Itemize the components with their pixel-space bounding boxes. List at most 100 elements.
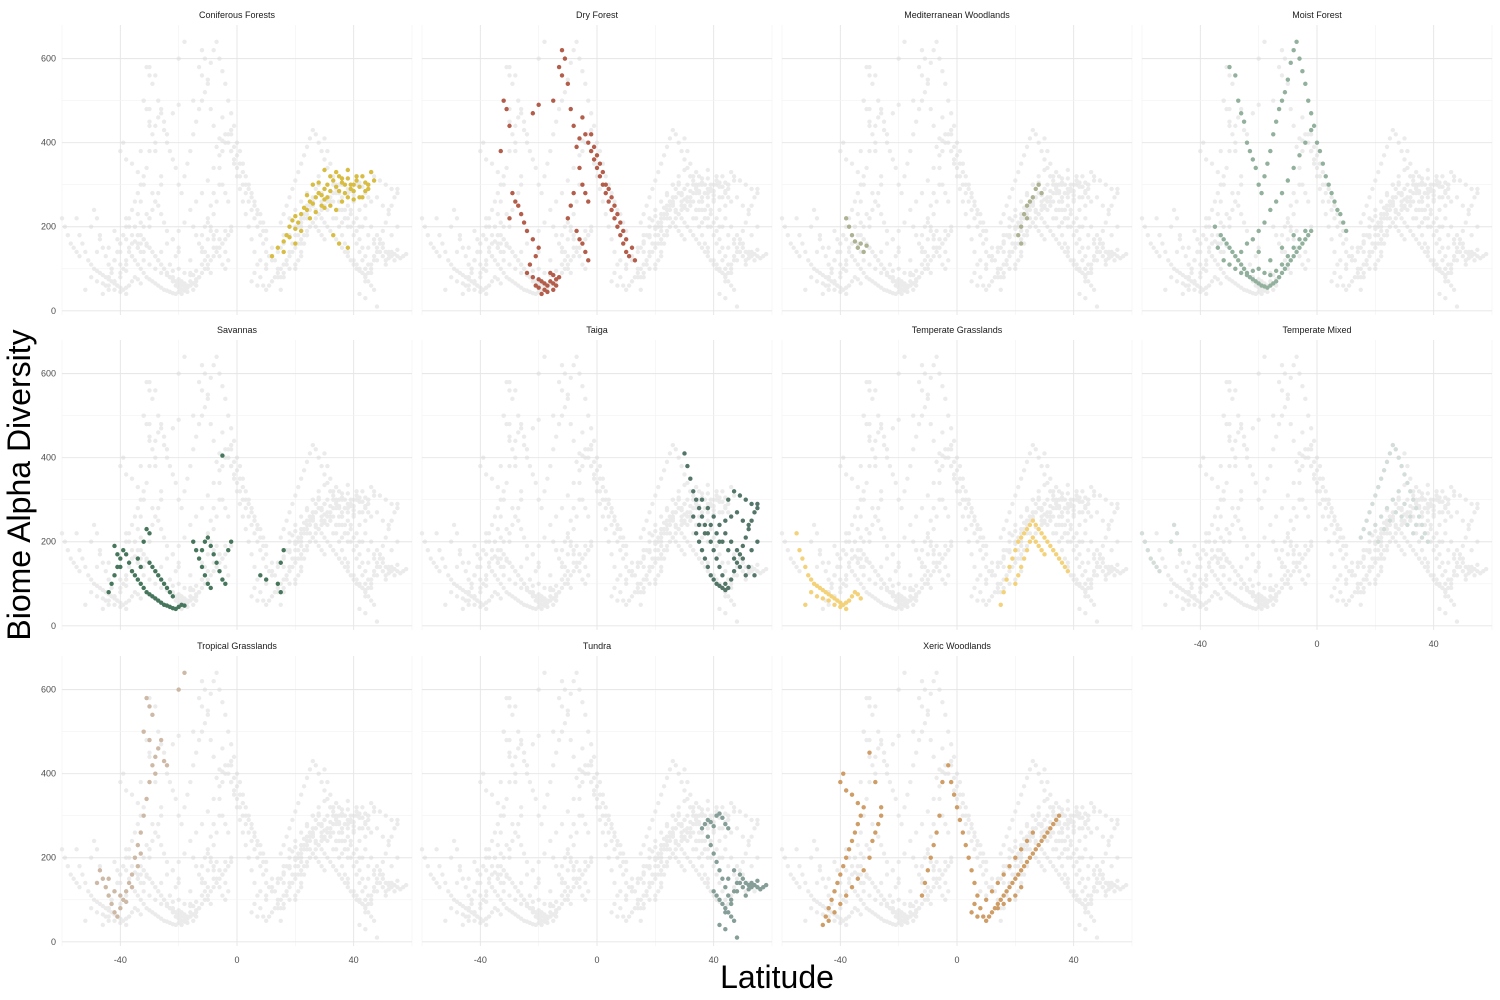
- data-point: [1024, 216, 1030, 221]
- background-point: [861, 237, 866, 242]
- background-point: [708, 526, 713, 532]
- background-point: [466, 274, 471, 280]
- background-point: [1097, 241, 1103, 246]
- background-point: [304, 505, 310, 511]
- background-point: [199, 98, 205, 103]
- background-point: [126, 249, 132, 255]
- data-point: [208, 543, 213, 549]
- background-point: [864, 165, 869, 171]
- background-point: [843, 268, 849, 274]
- background-point: [1244, 132, 1250, 137]
- background-point: [524, 556, 530, 561]
- background-point: [313, 216, 318, 221]
- background-point: [635, 585, 641, 591]
- background-point: [925, 77, 931, 82]
- background-point: [676, 211, 681, 217]
- background-point: [1083, 274, 1088, 280]
- background-point: [562, 224, 568, 229]
- background-point: [1174, 216, 1180, 221]
- background-point: [339, 195, 345, 200]
- background-point: [705, 195, 711, 200]
- background-point: [943, 81, 948, 87]
- background-point: [74, 531, 79, 536]
- background-point: [615, 522, 620, 528]
- background-point: [298, 552, 304, 557]
- background-point: [83, 249, 88, 255]
- background-point: [1168, 262, 1174, 267]
- background-point: [258, 526, 263, 532]
- background-point: [118, 262, 123, 267]
- background-point: [380, 253, 386, 259]
- background-point: [448, 224, 454, 229]
- background-point: [580, 556, 585, 561]
- background-point: [650, 556, 655, 561]
- background-point: [711, 508, 716, 513]
- background-point: [290, 501, 295, 507]
- background-point: [109, 585, 114, 591]
- background-point: [969, 279, 974, 284]
- data-point: [1341, 220, 1346, 225]
- background-point: [68, 241, 73, 246]
- background-point: [193, 434, 199, 439]
- background-point: [691, 190, 696, 196]
- background-point: [88, 274, 94, 280]
- data-point: [618, 232, 623, 238]
- background-point: [304, 144, 310, 150]
- background-point: [518, 585, 524, 591]
- background-point: [814, 279, 820, 284]
- background-point: [123, 539, 129, 544]
- background-point: [606, 514, 611, 519]
- background-point: [170, 552, 176, 557]
- background-point: [310, 535, 316, 540]
- data-point: [1308, 228, 1314, 234]
- background-point: [106, 287, 111, 292]
- data-point: [588, 148, 594, 154]
- background-point: [313, 224, 318, 229]
- background-point: [728, 199, 734, 204]
- background-point: [588, 228, 594, 234]
- background-point: [489, 279, 495, 284]
- background-point: [360, 510, 365, 515]
- data-point: [1218, 232, 1223, 238]
- background-point: [720, 184, 725, 190]
- background-point: [728, 581, 734, 586]
- background-point: [606, 224, 611, 229]
- background-point: [661, 468, 667, 473]
- background-point: [1332, 270, 1337, 276]
- background-point: [322, 157, 327, 162]
- data-point: [743, 573, 748, 578]
- background-point: [489, 547, 495, 553]
- series-points: [843, 182, 1044, 255]
- background-point: [1103, 220, 1108, 225]
- background-point: [74, 216, 79, 221]
- background-point: [556, 241, 562, 246]
- background-point: [658, 199, 664, 204]
- background-point: [156, 203, 161, 208]
- background-point: [454, 249, 460, 255]
- background-point: [100, 560, 106, 565]
- background-point: [1112, 258, 1117, 263]
- background-point: [957, 186, 963, 192]
- background-point: [176, 266, 181, 271]
- background-point: [1042, 237, 1047, 242]
- background-point: [275, 564, 281, 570]
- background-point: [1160, 241, 1165, 246]
- background-point: [217, 237, 222, 242]
- background-point: [278, 602, 283, 607]
- background-point: [1059, 220, 1065, 225]
- background-point: [193, 119, 199, 124]
- background-point: [193, 199, 199, 204]
- background-point: [1343, 249, 1349, 255]
- background-point: [542, 174, 547, 179]
- data-point: [325, 195, 330, 200]
- background-point: [1218, 266, 1223, 271]
- background-point: [1451, 287, 1457, 292]
- background-point: [577, 56, 582, 61]
- background-point: [1428, 211, 1433, 217]
- background-point: [252, 270, 257, 276]
- background-point: [673, 132, 678, 137]
- data-point: [1230, 249, 1235, 255]
- background-point: [696, 241, 702, 246]
- background-point: [351, 508, 356, 513]
- data-point: [1343, 228, 1349, 234]
